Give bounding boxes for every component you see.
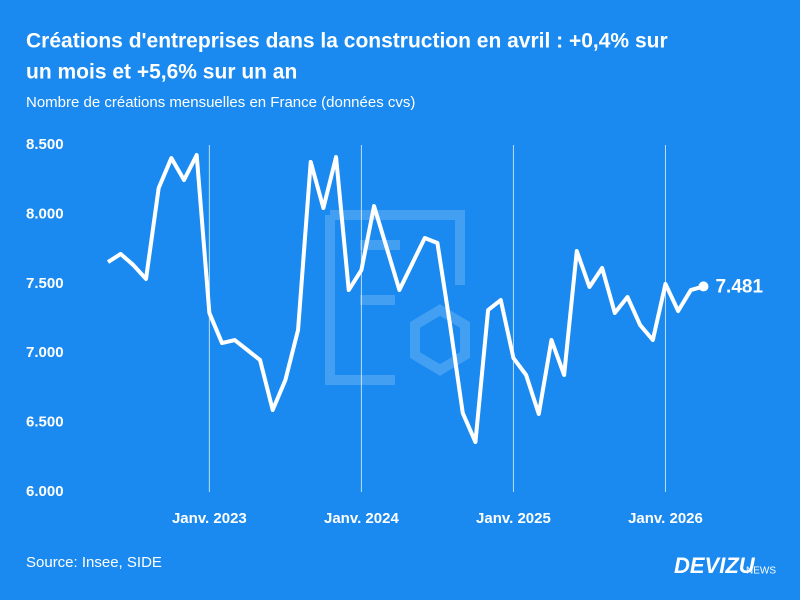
source: Source: Insee, SIDE: [26, 554, 162, 571]
y-tick-label: 6.500: [26, 414, 64, 431]
x-tick-label: Janv. 2025: [476, 510, 551, 527]
x-tick-label: Janv. 2026: [628, 510, 703, 527]
end-point: [698, 281, 709, 292]
y-tick-label: 7.000: [26, 344, 64, 361]
y-tick-label: 6.000: [26, 483, 64, 500]
chart-title: un mois et +5,6% sur un an: [26, 61, 297, 84]
brand-suffix: NEWS: [746, 566, 776, 577]
x-tick-label: Janv. 2023: [172, 510, 247, 527]
y-tick-label: 8.000: [26, 205, 64, 222]
data-line: [106, 152, 705, 445]
x-tick-label: Janv. 2024: [324, 510, 399, 527]
brand: DEVIZU: [674, 553, 756, 578]
chart-subtitle: Nombre de créations mensuelles en France…: [26, 94, 415, 111]
value-label: 7.481: [715, 276, 763, 297]
chart-title: Créations d'entreprises dans la construc…: [26, 30, 668, 53]
y-tick-label: 8.500: [26, 136, 64, 153]
y-tick-label: 7.500: [26, 275, 64, 292]
